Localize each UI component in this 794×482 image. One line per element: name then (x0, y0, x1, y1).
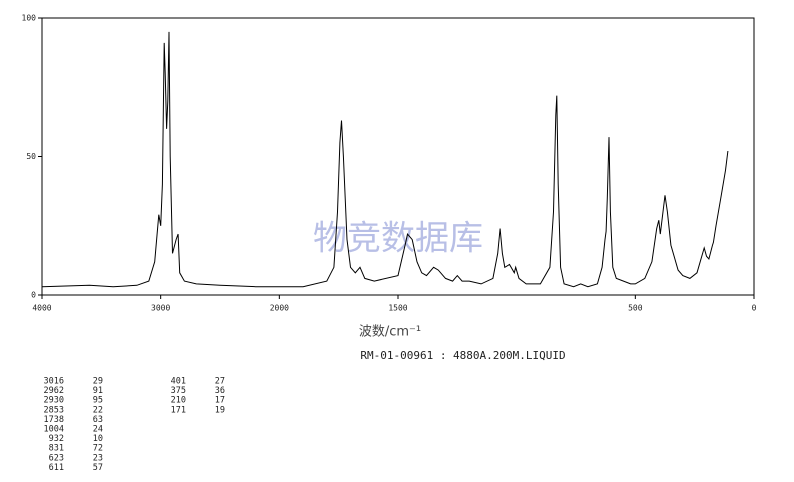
peak-wavenumber: 1004 (44, 425, 64, 435)
peak-wavenumber: 2930 (44, 396, 64, 406)
peak-wavenumber: 1738 (44, 415, 64, 425)
x-tick-label: 0 (752, 304, 757, 313)
peak-intensity: 22 (93, 405, 103, 415)
peak-wavenumber: 831 (49, 444, 64, 454)
peak-wavenumber: 3016 (44, 377, 64, 387)
peak-wavenumber: 171 (171, 405, 186, 415)
y-tick-label: 50 (26, 152, 36, 161)
x-tick-label: 1500 (388, 304, 407, 313)
peak-wavenumber: 611 (49, 463, 64, 473)
x-axis-label: 波数/cm⁻¹ (359, 325, 421, 340)
peak-wavenumber: 932 (49, 434, 64, 444)
peak-intensity: 19 (215, 405, 225, 415)
peak-intensity: 29 (93, 377, 103, 387)
x-tick-label: 500 (628, 304, 643, 313)
spectrum-line (41, 31, 729, 288)
peak-wavenumber: 2962 (44, 386, 64, 396)
peak-wavenumber: 623 (49, 453, 64, 463)
peak-intensity: 24 (93, 425, 103, 435)
peak-intensity: 57 (93, 463, 103, 473)
watermark: 物竞数据库 (313, 219, 483, 259)
y-tick-label: 100 (22, 14, 37, 23)
peak-intensity: 17 (215, 396, 225, 406)
peak-wavenumber: 375 (171, 386, 186, 396)
subtitle: RM-01-00961 : 4880A.200M.LIQUID (360, 349, 565, 362)
x-tick-label: 2000 (270, 304, 289, 313)
peak-intensity: 95 (93, 396, 103, 406)
peak-wavenumber: 2853 (44, 405, 64, 415)
peak-intensity: 72 (93, 444, 103, 454)
peak-wavenumber: 401 (171, 377, 186, 387)
peak-wavenumber: 210 (171, 396, 186, 406)
x-tick-label: 4000 (32, 304, 51, 313)
peak-intensity: 91 (93, 386, 103, 396)
peak-intensity: 23 (93, 453, 103, 463)
x-tick-label: 3000 (151, 304, 170, 313)
peak-intensity: 27 (215, 377, 225, 387)
peak-intensity: 36 (215, 386, 225, 396)
peak-intensity: 10 (93, 434, 103, 444)
peak-intensity: 63 (93, 415, 103, 425)
y-tick-label: 0 (31, 291, 36, 300)
